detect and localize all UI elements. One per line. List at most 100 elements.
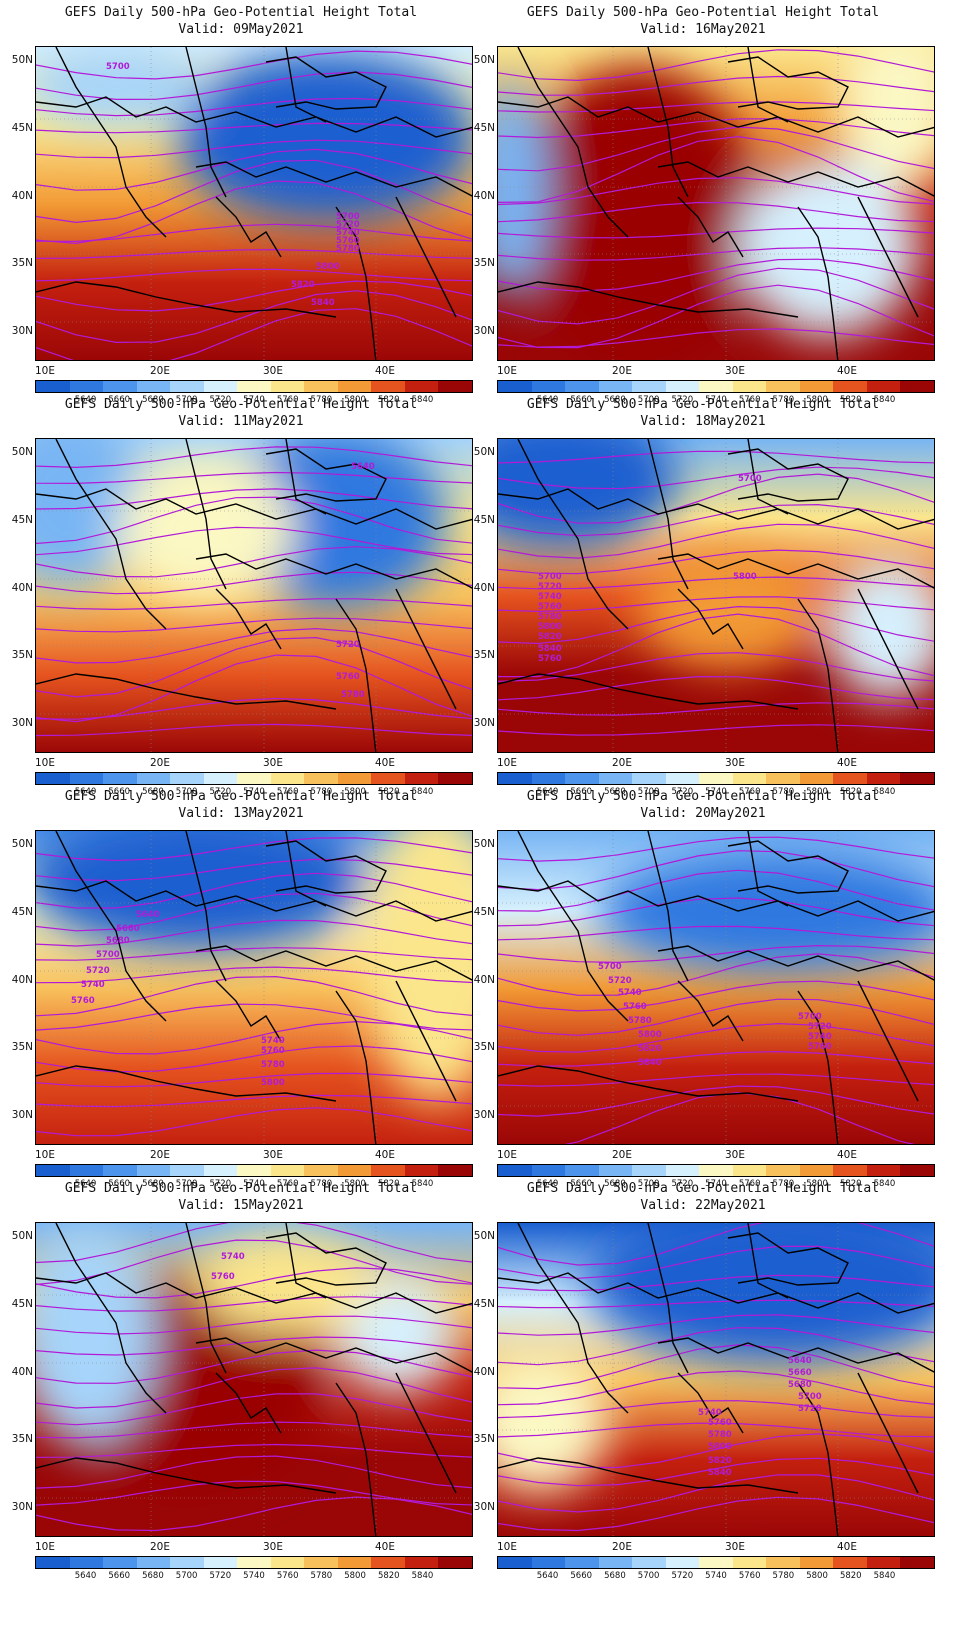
colorbar-swatch: [203, 381, 238, 392]
colorbar-label: 5820: [377, 787, 400, 797]
contour-line: [36, 975, 472, 1017]
colorbar-label: 5740: [705, 1571, 727, 1581]
contour-label: 5640: [136, 910, 160, 920]
coastline-border: [36, 1065, 337, 1102]
contour-line: [36, 1455, 472, 1489]
height-field-region: [638, 549, 818, 669]
contour-line: [36, 1107, 472, 1137]
contour-line: [36, 446, 472, 469]
coastline-border: [727, 840, 849, 894]
colorbar-swatch: [732, 1557, 767, 1568]
contour-line: [36, 1496, 472, 1532]
contour-line: [36, 1296, 472, 1312]
colorbar: [497, 1556, 935, 1569]
latitude-label: 45N: [11, 514, 33, 526]
colorbar-label: 5720: [209, 1179, 232, 1189]
latitude-label: 40N: [11, 1366, 33, 1378]
longitude-label: 40E: [375, 365, 395, 377]
colorbar-swatch: [170, 1557, 204, 1568]
colorbar-label: 5680: [604, 395, 626, 405]
colorbar-label: 5660: [108, 787, 131, 797]
latitude-label: 45N: [473, 906, 495, 918]
map-panel: GEFS Daily 500-hPa Geo-Potential Height …: [0, 1176, 482, 1586]
colorbar-label: 5660: [570, 1179, 593, 1189]
longitude-label: 10E: [497, 757, 517, 769]
longitude-label: 30E: [263, 757, 283, 769]
coastline-border: [727, 56, 849, 110]
colorbar-label: 5740: [705, 787, 727, 797]
colorbar-label: 5820: [839, 1571, 862, 1581]
coastline-border: [285, 1223, 327, 1299]
panel-title: GEFS Daily 500-hPa Geo-Potential Height …: [526, 789, 880, 804]
coastline-border: [185, 831, 227, 982]
coastline-border: [657, 161, 934, 197]
coastline-border: [185, 1223, 227, 1374]
contour-label: 5760: [211, 1272, 235, 1282]
contour-line: [36, 248, 472, 260]
latitude-label: 50N: [11, 1230, 33, 1242]
coastline-border: [55, 1223, 167, 1414]
contour-line: [36, 488, 472, 510]
longitude-label: 20E: [612, 1541, 632, 1553]
colorbar-label: 5840: [411, 1179, 434, 1189]
latitude-label: 30N: [473, 325, 495, 337]
colorbar-swatch: [371, 1165, 405, 1176]
contour-line: [498, 1299, 934, 1309]
contour-line: [498, 1327, 934, 1366]
colorbar-swatch: [270, 1557, 305, 1568]
coastline-border: [285, 439, 327, 515]
longitude-label: 40E: [837, 1149, 857, 1161]
colorbar-label: 5800: [344, 395, 366, 405]
colorbar-label: 5660: [570, 1571, 593, 1581]
coastline-border: [36, 880, 472, 922]
height-map: 5740 5760: [35, 1222, 473, 1537]
coastline-border: [265, 56, 387, 110]
contour-line: [498, 1433, 934, 1469]
contour-label: 5760: [336, 236, 360, 246]
latitude-label: 40N: [473, 582, 495, 594]
contour-label: 5760: [623, 1002, 647, 1012]
map-panel: GEFS Daily 500-hPa Geo-Potential Height …: [0, 784, 482, 1194]
colorbar-label: 5640: [536, 787, 559, 797]
contour-line: [498, 75, 934, 96]
coastline-border: [55, 47, 167, 238]
colorbar-swatch: [565, 1557, 599, 1568]
colorbar-label: 5640: [536, 395, 559, 405]
colorbar-swatch: [598, 1557, 633, 1568]
colorbar-swatch: [799, 1165, 834, 1176]
colorbar-swatch: [170, 1165, 204, 1176]
height-field-region: [738, 157, 918, 337]
contour-label: 5780: [708, 1430, 732, 1440]
colorbar-swatch: [337, 1557, 372, 1568]
colorbar-swatch: [766, 381, 800, 392]
colorbar-swatch: [699, 1165, 733, 1176]
contour-line: [498, 998, 934, 1036]
contour-line: [36, 122, 472, 134]
contour-line: [498, 101, 934, 113]
colorbar-swatch: [732, 381, 767, 392]
colorbar-label: 5840: [411, 1571, 434, 1581]
contour-line: [498, 1274, 934, 1292]
contour-label: 5700: [538, 572, 562, 582]
panel-title: GEFS Daily 500-hPa Geo-Potential Height …: [64, 5, 418, 20]
colorbar-label: 5680: [142, 787, 164, 797]
longitude-label: 20E: [612, 365, 632, 377]
colorbar-label: 5720: [671, 787, 694, 797]
colorbar-swatch: [170, 381, 204, 392]
coastline-border: [195, 945, 472, 981]
contour-label: 5800: [538, 622, 562, 632]
longitude-label: 40E: [375, 1541, 395, 1553]
contour-label: 5740: [81, 980, 105, 990]
coastline-border: [647, 439, 689, 590]
coastline-border: [395, 196, 457, 318]
colorbar-label: 5820: [377, 395, 400, 405]
map-panel: GEFS Daily 500-hPa Geo-Potential Height …: [462, 784, 944, 1194]
contour-line: [498, 473, 934, 524]
contour-label: 5760: [538, 654, 562, 664]
latitude-label: 35N: [11, 1041, 33, 1053]
coastline-border: [395, 1372, 457, 1494]
colorbar-swatch: [404, 773, 439, 784]
colorbar: [35, 1556, 473, 1569]
contour-line: [498, 328, 934, 348]
colorbar-swatch: [866, 1557, 901, 1568]
